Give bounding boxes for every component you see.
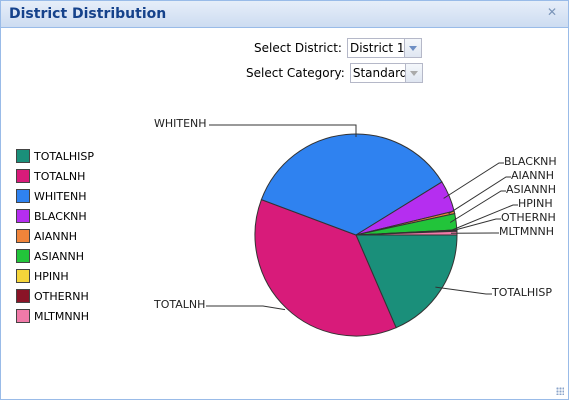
district-label: Select District:: [254, 41, 342, 55]
legend-item-totalnh[interactable]: TOTALNH: [16, 166, 94, 186]
leader-line-totalhisp: [435, 286, 492, 295]
legend-label: OTHERNH: [34, 289, 89, 303]
close-icon[interactable]: ✕: [546, 5, 558, 19]
legend-item-hpinh[interactable]: HPINH: [16, 266, 94, 286]
legend-swatch: [16, 209, 30, 223]
leader-line-othernh: [450, 218, 501, 232]
legend-swatch: [16, 229, 30, 243]
legend-item-blacknh[interactable]: BLACKNH: [16, 206, 94, 226]
legend-swatch: [16, 189, 30, 203]
legend-swatch: [16, 249, 30, 263]
category-label: Select Category:: [246, 66, 345, 80]
category-select-value: Standard: [352, 66, 408, 80]
leader-line-whitenh: [209, 124, 357, 137]
legend-label: HPINH: [34, 269, 69, 283]
legend-label: TOTALHISP: [34, 149, 95, 163]
leader-line-hpinh: [450, 204, 518, 231]
slice-label-mltmnnh: MLTMNNH: [499, 225, 554, 238]
chart-legend: TOTALHISP TOTALNH WHITENH BLACKNH AIANNH ASIA…: [16, 146, 94, 326]
window-title: District Distribution: [9, 6, 167, 22]
legend-swatch: [16, 309, 30, 323]
district-row: Select District: District 1: [254, 38, 422, 58]
legend-item-whitenh[interactable]: WHITENH: [16, 186, 94, 206]
legend-label: MLTMNNH: [34, 309, 90, 323]
pie-slice-totalnh[interactable]: [254, 198, 397, 337]
window-titlebar[interactable]: District Distribution ✕: [1, 1, 568, 28]
slice-label-whitenh: WHITENH: [154, 117, 207, 130]
leader-line-totalnh: [206, 305, 286, 311]
district-select[interactable]: District 1: [346, 38, 422, 58]
legend-swatch: [16, 269, 30, 283]
legend-swatch: [16, 289, 30, 303]
legend-item-totalhisp[interactable]: TOTALHISP: [16, 146, 94, 166]
slice-label-totalnh: TOTALNH: [153, 298, 205, 311]
pie-slice-totalhisp[interactable]: [355, 234, 458, 329]
leader-line-aiannh: [448, 176, 511, 215]
legend-swatch: [16, 169, 30, 183]
legend-label: TOTALNH: [34, 169, 86, 183]
resize-grip-icon[interactable]: [556, 387, 564, 395]
slice-label-aiannh: AIANNH: [511, 169, 554, 182]
legend-item-aiannh[interactable]: AIANNH: [16, 226, 94, 246]
leader-line-asiannh: [449, 190, 506, 223]
category-row: Select Category: Standard: [246, 63, 423, 83]
legend-label: ASIANNH: [34, 249, 85, 263]
legend-label: BLACKNH: [34, 209, 87, 223]
legend-label: AIANNH: [34, 229, 78, 243]
leader-line-blacknh: [443, 162, 504, 199]
slice-label-blacknh: BLACKNH: [504, 155, 557, 168]
slice-label-asiannh: ASIANNH: [506, 183, 556, 196]
slice-label-hpinh: HPINH: [518, 197, 553, 210]
legend-item-othernh[interactable]: OTHERNH: [16, 286, 94, 306]
category-select[interactable]: Standard: [349, 63, 423, 83]
slice-label-othernh: OTHERNH: [501, 211, 556, 224]
legend-item-mltmnnh[interactable]: MLTMNNH: [16, 306, 94, 326]
legend-swatch: [16, 149, 30, 163]
slice-label-totalhisp: TOTALHISP: [491, 286, 552, 299]
district-select-value: District 1: [349, 41, 405, 55]
district-dropdown-trigger[interactable]: [403, 39, 421, 57]
legend-item-asiannh[interactable]: ASIANNH: [16, 246, 94, 266]
category-dropdown-trigger[interactable]: [404, 64, 422, 82]
legend-label: WHITENH: [34, 189, 87, 203]
